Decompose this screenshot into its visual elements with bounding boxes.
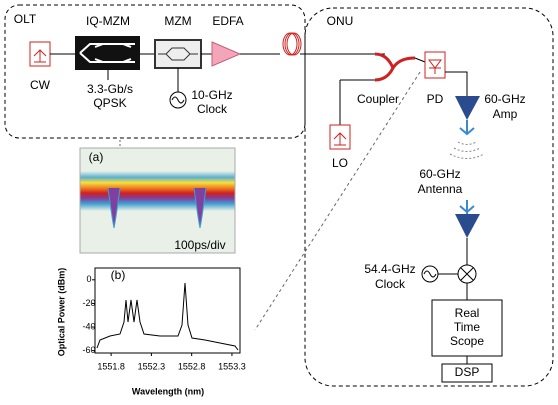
clock-label: Clock <box>375 277 406 291</box>
amp-label: Amp <box>493 107 518 121</box>
scope-label: Time <box>454 320 481 334</box>
lo-label: LO <box>332 156 348 170</box>
antenna-label: Antenna <box>418 182 463 196</box>
mzm-label: MZM <box>164 14 191 28</box>
coupler-label: Coupler <box>357 92 399 106</box>
antenna <box>460 120 474 134</box>
pd-label: PD <box>427 92 444 106</box>
clock-label: Clock <box>197 102 228 116</box>
scope-label: Real <box>455 306 480 320</box>
y-tick-label: -40 <box>82 321 95 331</box>
waves <box>450 142 484 159</box>
iq-mzm <box>75 36 140 70</box>
y-tick-label: 0 <box>86 274 91 284</box>
dsp-label: DSP <box>455 365 480 379</box>
y-tick-label: -20 <box>82 298 95 308</box>
spectrum-label: (b) <box>111 268 126 282</box>
eye-label: (a) <box>89 150 104 164</box>
iq-mzm-label: IQ-MZM <box>86 14 130 28</box>
antenna-freq: 60-GHz <box>419 167 460 181</box>
olt-box <box>5 5 305 138</box>
y-tick-label: -60 <box>82 345 95 355</box>
x-axis-label: Wavelength (nm) <box>132 386 204 396</box>
pointer <box>255 72 420 330</box>
y-axis-label: Optical Power (dBm) <box>56 268 66 357</box>
clock-freq: 54.4-GHz <box>364 262 415 276</box>
amp <box>455 214 480 238</box>
coupler <box>375 54 415 80</box>
antenna <box>460 200 474 214</box>
diagram: OLT ONU CW IQ-MZM 3.3-Gb/s QPSK MZM 10-G… <box>0 0 558 405</box>
onu-label: ONU <box>327 14 354 28</box>
pd <box>425 52 445 78</box>
x-tick-label: 1553.3 <box>218 361 246 371</box>
edfa-label: EDFA <box>212 14 243 28</box>
fiber <box>283 33 301 55</box>
x-tick-label: 1552.3 <box>138 361 166 371</box>
edfa <box>212 42 240 66</box>
clock-freq: 10-GHz <box>191 88 232 102</box>
link <box>445 72 467 96</box>
scope-label: Scope <box>450 334 484 348</box>
x-tick-label: 1552.8 <box>178 361 206 371</box>
amp <box>455 96 480 120</box>
olt-label: OLT <box>14 12 37 26</box>
spectrum: (b) Optical Power (dBm) Wavelength (nm) … <box>56 268 245 397</box>
amp-freq: 60-GHz <box>484 92 525 106</box>
data-rate: 3.3-Gb/s <box>87 82 133 96</box>
cw-label: CW <box>30 78 51 92</box>
link <box>415 58 425 62</box>
modulation: QPSK <box>93 96 126 110</box>
x-tick-label: 1551.8 <box>97 361 125 371</box>
eye-scale: 100ps/div <box>174 238 225 252</box>
